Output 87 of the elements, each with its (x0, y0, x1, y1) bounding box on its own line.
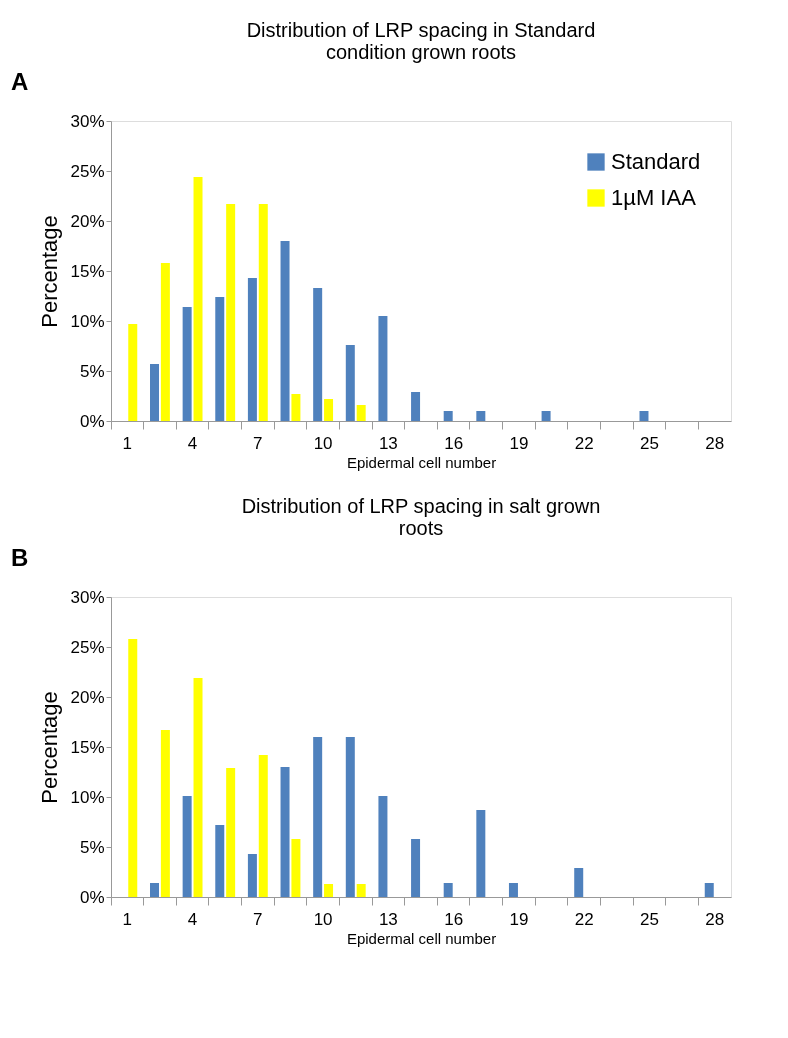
y-tick-label: 5% (79, 837, 105, 857)
bar (182, 307, 192, 421)
y-axis-title: Percentage (37, 215, 63, 328)
x-axis-title: Epidermal cell number (346, 453, 497, 471)
legend-label: 1µM IAA (611, 185, 697, 210)
bar (280, 241, 290, 421)
bar (356, 884, 366, 897)
bar (324, 399, 334, 421)
x-tick-label: 16 (444, 909, 464, 929)
x-axis-title: Epidermal cell number (346, 929, 497, 947)
y-axis-title: Percentage (37, 691, 63, 804)
bar (443, 883, 453, 897)
x-tick-label: 19 (509, 909, 529, 929)
y-tick-label: 25% (70, 637, 105, 657)
x-tick-label: 10 (313, 433, 333, 453)
bar (639, 411, 649, 421)
bar (378, 796, 388, 897)
x-tick-label: 7 (253, 433, 263, 453)
bar (411, 392, 421, 421)
bar (215, 297, 225, 421)
y-tick-label: 0% (79, 411, 105, 431)
bar (508, 883, 518, 897)
bar (258, 755, 268, 897)
bar (182, 796, 192, 897)
bar (258, 204, 268, 421)
bar (215, 825, 225, 897)
text: B (11, 544, 29, 571)
y-tick-label: 10% (70, 787, 105, 807)
y-tick-label: 15% (70, 737, 105, 757)
y-tick-label: 30% (70, 111, 105, 131)
bar (313, 288, 323, 421)
y-tick-label: 20% (70, 211, 105, 231)
bar (291, 394, 301, 421)
x-tick-label: 4 (187, 433, 198, 453)
x-tick-label: 13 (378, 433, 398, 453)
x-tick-label: 25 (639, 433, 659, 453)
x-tick-label: 28 (705, 909, 725, 929)
x-tick-label: 22 (574, 909, 594, 929)
x-tick-label: 28 (705, 433, 725, 453)
bar (193, 678, 203, 897)
x-tick-label: 13 (378, 909, 398, 929)
bar (443, 411, 453, 421)
bar (476, 411, 486, 421)
y-tick-label: 25% (70, 161, 105, 181)
bar (247, 278, 257, 421)
bar (150, 364, 160, 421)
bar (345, 345, 355, 421)
x-tick-label: 1 (122, 909, 133, 929)
bar (541, 411, 551, 421)
bar (226, 204, 236, 421)
y-tick-label: 20% (70, 687, 105, 707)
x-tick-label: 1 (122, 433, 133, 453)
chart-title: Distribution of LRP spacing in salt grown roots (241, 495, 601, 539)
bar (704, 883, 714, 897)
y-tick-label: 5% (79, 361, 105, 381)
bar (378, 316, 388, 421)
bar (324, 884, 334, 897)
bar (476, 810, 486, 897)
legend-label: Standard (611, 149, 701, 174)
bar (128, 639, 138, 897)
bar (280, 767, 290, 897)
bar (160, 263, 170, 421)
bar (574, 868, 584, 897)
x-tick-label: 10 (313, 909, 333, 929)
x-tick-label: 22 (574, 433, 594, 453)
x-tick-label: 19 (509, 433, 529, 453)
x-tick-label: 7 (253, 909, 263, 929)
bar (160, 730, 170, 897)
bar (150, 883, 160, 897)
bar (411, 839, 421, 897)
y-tick-label: 15% (70, 261, 105, 281)
x-tick-label: 16 (444, 433, 464, 453)
bar (226, 768, 236, 897)
bar (128, 324, 138, 421)
bar (291, 839, 301, 897)
text: A (11, 68, 29, 95)
bar (356, 405, 366, 421)
bar (193, 177, 203, 421)
bar (345, 737, 355, 897)
y-tick-label: 10% (70, 311, 105, 331)
x-tick-label: 4 (187, 909, 198, 929)
bar (313, 737, 323, 897)
y-tick-label: 30% (70, 587, 105, 607)
chart-title: Distribution of LRP spacing in Standard condition grown roots (246, 19, 596, 63)
x-tick-label: 25 (639, 909, 659, 929)
y-tick-label: 0% (79, 887, 105, 907)
bar (247, 854, 257, 897)
